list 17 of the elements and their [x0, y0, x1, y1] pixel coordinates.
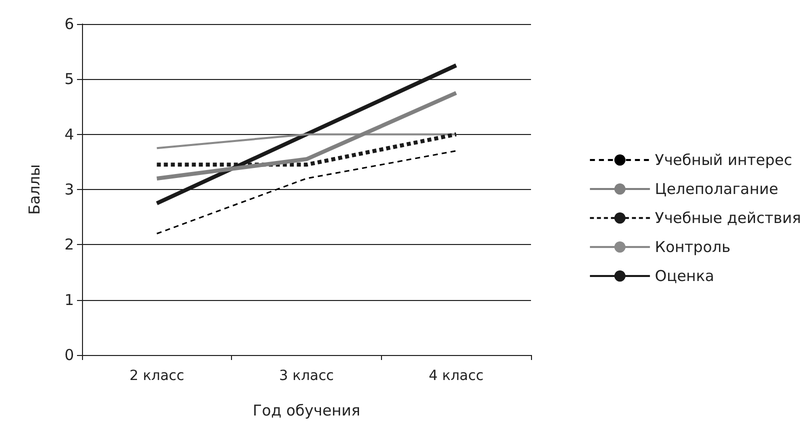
legend-label: Учебные действия — [654, 209, 802, 227]
x-axis-title: Год обучения — [252, 402, 360, 420]
x-tick-label: 3 класс — [279, 368, 334, 384]
y-tick-label: 2 — [64, 236, 74, 254]
y-tick-label: 5 — [64, 70, 74, 88]
legend-label: Оценка — [654, 267, 714, 285]
legend-label: Контроль — [654, 238, 730, 256]
x-tick-label: 4 класс — [428, 368, 484, 384]
y-tick-label: 6 — [64, 15, 74, 33]
legend-label: Целеполагание — [654, 180, 778, 198]
y-tick-label: 0 — [64, 346, 74, 364]
y-tick-label: 4 — [64, 125, 74, 144]
y-tick-label: 1 — [64, 290, 74, 309]
legend-label: Учебный интерес — [654, 151, 792, 169]
y-tick-label: 3 — [64, 180, 74, 198]
y-axis-title: Баллы — [26, 164, 44, 215]
x-tick-label: 2 класс — [129, 368, 184, 384]
